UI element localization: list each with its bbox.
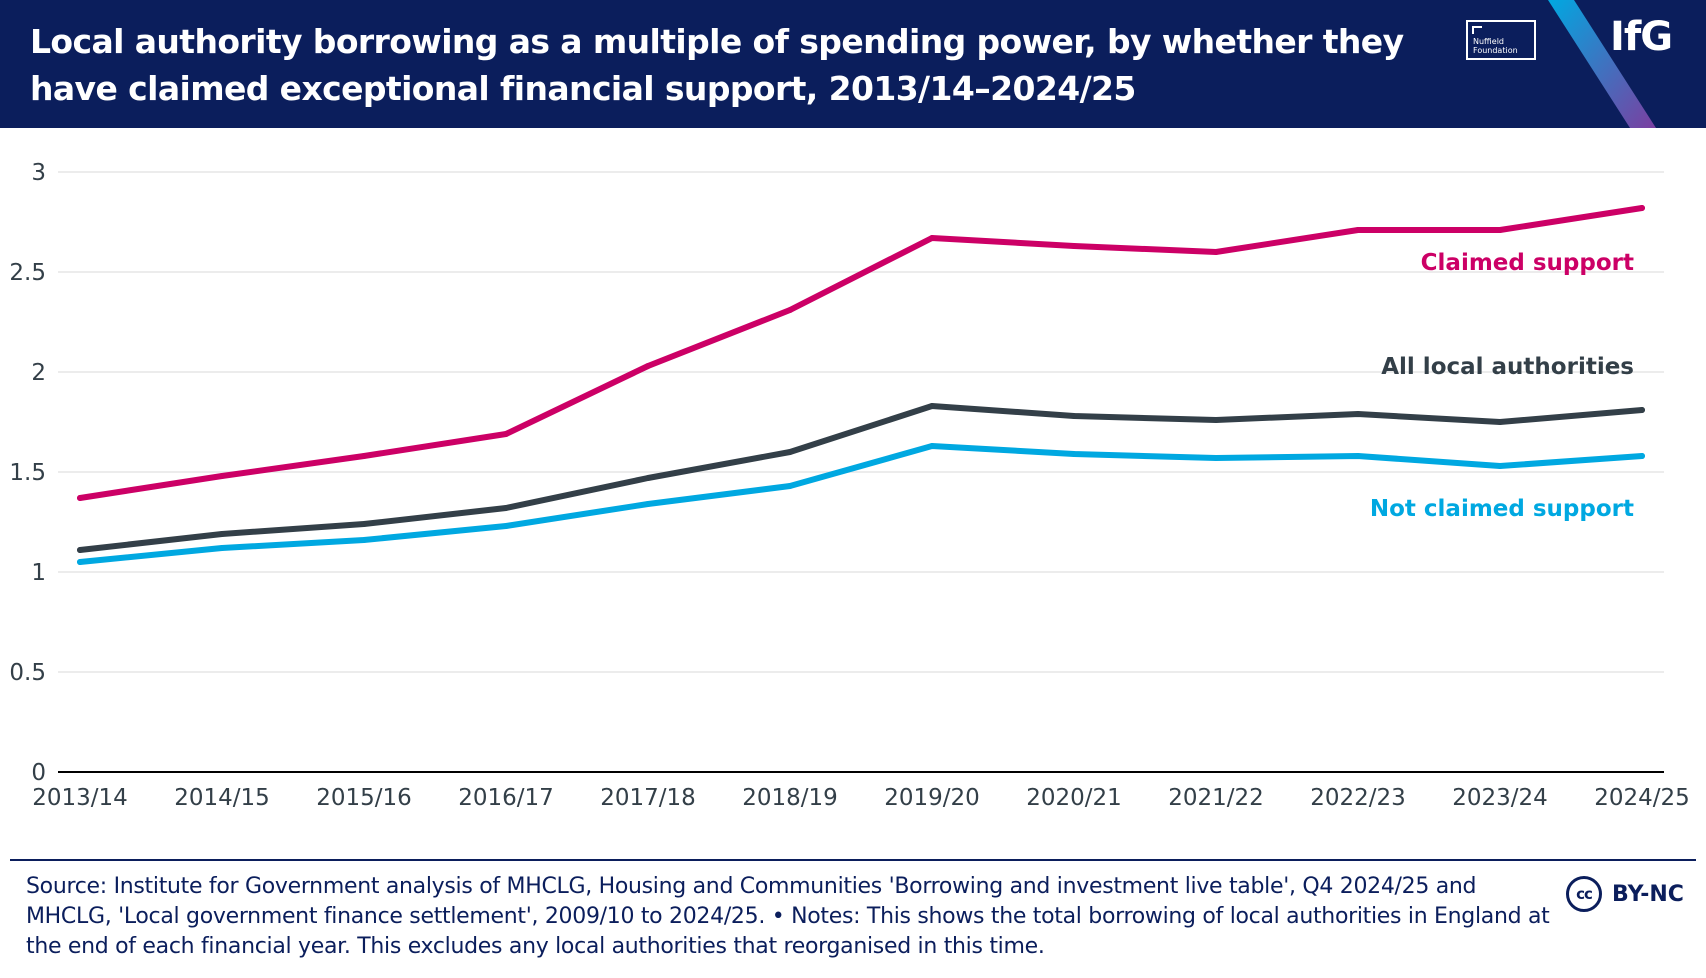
brand-swoosh-icon [1548,0,1656,128]
data-point-claimed [645,363,651,369]
y-tick-label: 1 [31,560,46,586]
data-point-all [1497,419,1503,425]
y-tick-label: 2.5 [9,260,46,286]
header-banner: Local authority borrowing as a multiple … [0,0,1706,128]
data-point-all [1071,413,1077,419]
series-label-not_claimed: Not claimed support [1370,496,1634,522]
series-line-claimed [77,205,1645,501]
data-point-not_claimed [77,559,83,565]
x-tick-label: 2020/21 [1026,785,1122,811]
y-tick-label: 0 [31,760,46,786]
y-tick-label: 1.5 [9,460,46,486]
nuffield-mark-icon [1472,26,1482,34]
data-point-all [503,505,509,511]
data-point-not_claimed [503,523,509,529]
nuffield-foundation-logo: Nuffield Foundation [1466,20,1536,60]
data-point-claimed [787,307,793,313]
data-point-all [1213,417,1219,423]
data-point-not_claimed [929,443,935,449]
data-point-claimed [503,431,509,437]
x-tick-label: 2019/20 [884,785,980,811]
data-point-all [1355,411,1361,417]
y-tick-label: 0.5 [9,660,46,686]
data-point-all [77,547,83,553]
data-point-claimed [361,453,367,459]
data-point-all [1639,407,1645,413]
data-point-all [361,521,367,527]
x-tick-label: 2024/25 [1594,785,1690,811]
series-label-all: All local authorities [1381,354,1634,380]
x-tick-label: 2022/23 [1310,785,1406,811]
series-line-all [77,403,1645,553]
x-tick-label: 2018/19 [742,785,838,811]
data-point-not_claimed [361,537,367,543]
data-point-all [787,449,793,455]
license-badge[interactable]: cc BY-NC [1566,872,1684,916]
series-line-not_claimed [77,443,1645,565]
data-point-not_claimed [1639,453,1645,459]
x-tick-label: 2017/18 [600,785,696,811]
data-point-claimed [1497,227,1503,233]
data-point-claimed [77,495,83,501]
license-label: BY-NC [1612,881,1684,907]
x-tick-label: 2013/14 [32,785,128,811]
data-point-claimed [929,235,935,241]
data-point-not_claimed [1497,463,1503,469]
data-point-claimed [1639,205,1645,211]
data-point-claimed [1213,249,1219,255]
data-point-not_claimed [1213,455,1219,461]
y-tick-label: 2 [31,360,46,386]
x-tick-label: 2016/17 [458,785,554,811]
data-point-not_claimed [787,483,793,489]
x-tick-label: 2015/16 [316,785,412,811]
data-point-claimed [1355,227,1361,233]
data-point-not_claimed [645,501,651,507]
data-point-not_claimed [1071,451,1077,457]
y-tick-label: 3 [31,160,46,186]
series-label-claimed: Claimed support [1421,250,1634,276]
x-tick-label: 2021/22 [1168,785,1264,811]
x-tick-label: 2014/15 [174,785,270,811]
data-point-all [645,475,651,481]
data-point-claimed [1071,243,1077,249]
creative-commons-icon: cc [1566,876,1602,912]
line-chart: 0 0.5 1 1.5 2 2.5 3 2013/14 2014/15 2015/16 2016/1… [9,160,1690,811]
data-point-not_claimed [1355,453,1361,459]
data-point-not_claimed [219,545,225,551]
data-point-claimed [219,473,225,479]
nuffield-logo-text: Nuffield Foundation [1473,37,1518,55]
source-note: Source: Institute for Government analysi… [26,874,1550,959]
data-point-all [219,531,225,537]
data-point-all [929,403,935,409]
chart-title: Local authority borrowing as a multiple … [30,22,1404,108]
ifg-logo: IfG [1610,14,1673,60]
x-tick-label: 2023/24 [1452,785,1548,811]
footer-divider [10,859,1696,861]
